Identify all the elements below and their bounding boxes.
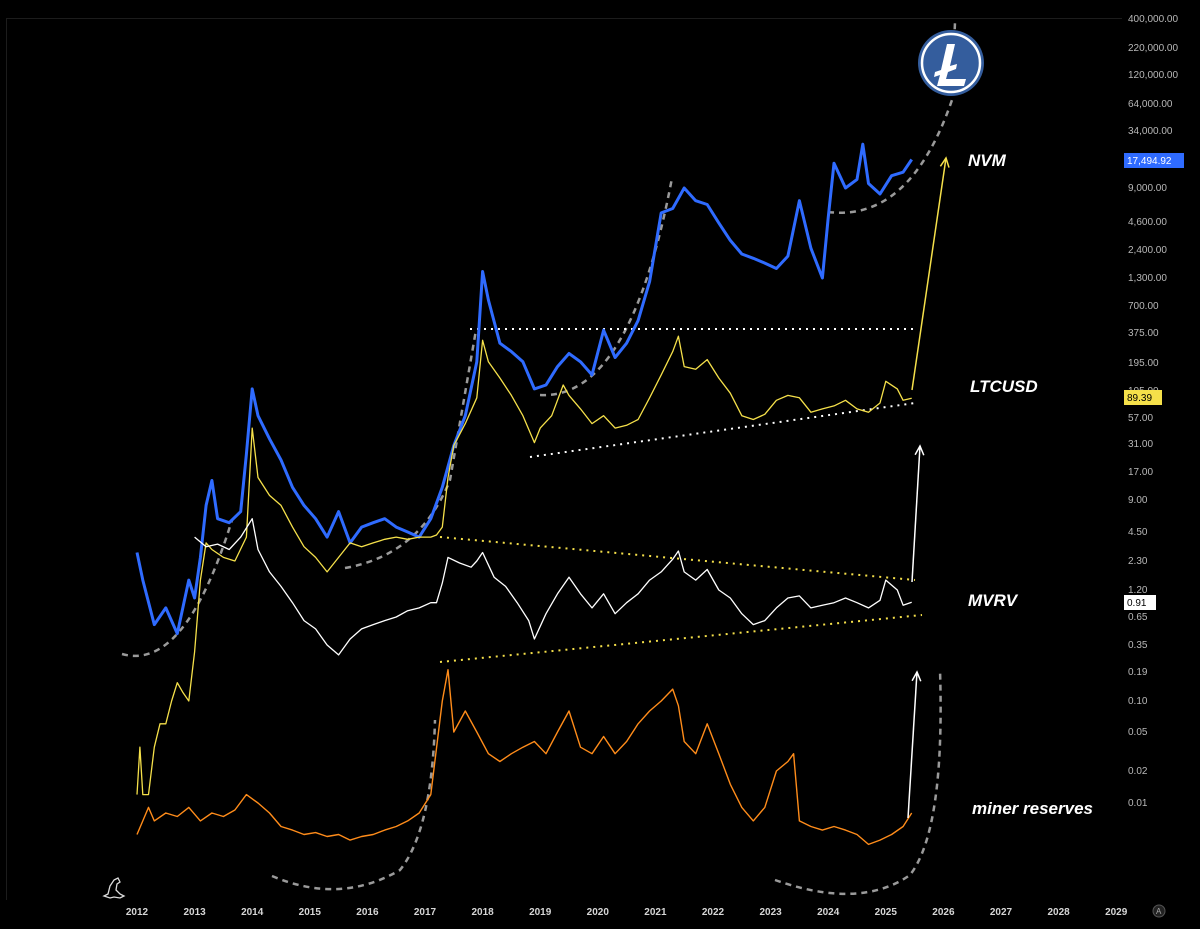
label-ltcusd: LTCUSD: [970, 377, 1038, 396]
svg-text:A: A: [1156, 907, 1162, 916]
x-tick-label: 2015: [299, 907, 322, 918]
y-tick-label: 0.10: [1128, 696, 1148, 707]
series-mvrv[interactable]: [194, 518, 912, 656]
x-tick-label: 2023: [759, 907, 782, 918]
x-tick-label: 2016: [356, 907, 379, 918]
x-axis[interactable]: 2012 2013 2014 2015 2016 2017 2018 2019 2020 2021…: [126, 907, 1128, 918]
series-nvm[interactable]: [135, 142, 913, 636]
y-tick-label: 2.30: [1128, 556, 1148, 567]
svg-text:0.91: 0.91: [1127, 598, 1147, 609]
guide-curve-miner-2024: [774, 669, 942, 896]
series-ltcusd[interactable]: [136, 335, 912, 796]
x-tick-label: 2013: [183, 907, 206, 918]
y-tick-label: 0.19: [1128, 667, 1148, 678]
guide-curve-nvm-2012: [121, 519, 234, 658]
y-tick-label: 1.20: [1128, 585, 1148, 596]
x-tick-label: 2029: [1105, 907, 1128, 918]
y-tick-label: 195.00: [1128, 358, 1159, 369]
x-tick-label: 2017: [414, 907, 437, 918]
x-tick-label: 2027: [990, 907, 1013, 918]
x-tick-label: 2025: [875, 907, 898, 918]
y-tick-label: 120,000.00: [1128, 70, 1178, 81]
x-tick-label: 2022: [702, 907, 725, 918]
y-tick-label: 375.00: [1128, 328, 1159, 339]
y-tick-label: 1,300.00: [1128, 273, 1167, 284]
y-tick-label: 0.02: [1128, 766, 1148, 777]
x-tick-label: 2018: [471, 907, 494, 918]
y-tick-label: 57.00: [1128, 413, 1153, 424]
y-tick-label: 64,000.00: [1128, 99, 1173, 110]
y-tick-label: 0.05: [1128, 727, 1148, 738]
projection-arrows: [907, 156, 950, 819]
x-tick-label: 2028: [1047, 907, 1070, 918]
guide-line-ltc-support: [529, 402, 916, 458]
badge-nvm: 17,494.92: [1124, 153, 1184, 168]
y-tick-label: 0.01: [1128, 798, 1148, 809]
y-tick-label: 220,000.00: [1128, 43, 1178, 54]
guide-curve-miner-2014: [271, 719, 437, 891]
guide-line-mvrv-lower: [439, 614, 923, 663]
chart-pane: [6, 18, 1122, 900]
y-tick-label: 0.65: [1128, 612, 1148, 623]
y-tick-label: 400,000.00: [1128, 14, 1178, 25]
y-tick-label: 700.00: [1128, 301, 1159, 312]
x-tick-label: 2014: [241, 907, 264, 918]
guide-lines: [121, 21, 957, 896]
x-tick-label: 2026: [932, 907, 955, 918]
label-nvm: NVM: [968, 151, 1007, 170]
y-tick-label: 4.50: [1128, 527, 1148, 538]
y-axis[interactable]: 400,000.00 220,000.00 120,000.00 64,000.00 3…: [1128, 14, 1178, 809]
y-tick-label: 4,600.00: [1128, 217, 1167, 228]
svg-text:17,494.92: 17,494.92: [1127, 156, 1172, 167]
arrow-mvrv-projection: [911, 444, 925, 583]
x-tick-label: 2019: [529, 907, 552, 918]
guide-line-mvrv-upper: [439, 536, 916, 581]
y-tick-label: 17.00: [1128, 467, 1153, 478]
series-lines: [135, 142, 913, 846]
x-tick-label: 2012: [126, 907, 149, 918]
arrow-ltcusd-projection: [911, 156, 950, 391]
x-tick-label: 2020: [587, 907, 610, 918]
arrow-miner-projection: [907, 670, 922, 819]
y-tick-label: 0.35: [1128, 640, 1148, 651]
guide-curve-nvm-2025: [827, 21, 957, 214]
y-tick-label: 31.00: [1128, 439, 1153, 450]
y-tick-label: 9.00: [1128, 495, 1148, 506]
series-miner-reserves[interactable]: [136, 669, 913, 846]
badge-ltcusd: 89.39: [1124, 390, 1162, 405]
x-tick-label: 2024: [817, 907, 840, 918]
litecoin-logo-icon: [918, 30, 984, 96]
dinosaur-icon: [102, 877, 126, 899]
svg-text:89.39: 89.39: [1127, 393, 1152, 404]
y-tick-label: 34,000.00: [1128, 126, 1173, 137]
x-tick-label: 2021: [644, 907, 667, 918]
y-tick-label: 2,400.00: [1128, 245, 1167, 256]
label-mvrv: MVRV: [968, 591, 1019, 610]
y-tick-label: 9,000.00: [1128, 183, 1167, 194]
label-miner-reserves: miner reserves: [972, 799, 1093, 818]
guide-curve-nvm-2018: [539, 177, 674, 397]
auto-scale-button[interactable]: A: [1152, 904, 1166, 918]
badge-mvrv: 0.91: [1124, 595, 1156, 610]
